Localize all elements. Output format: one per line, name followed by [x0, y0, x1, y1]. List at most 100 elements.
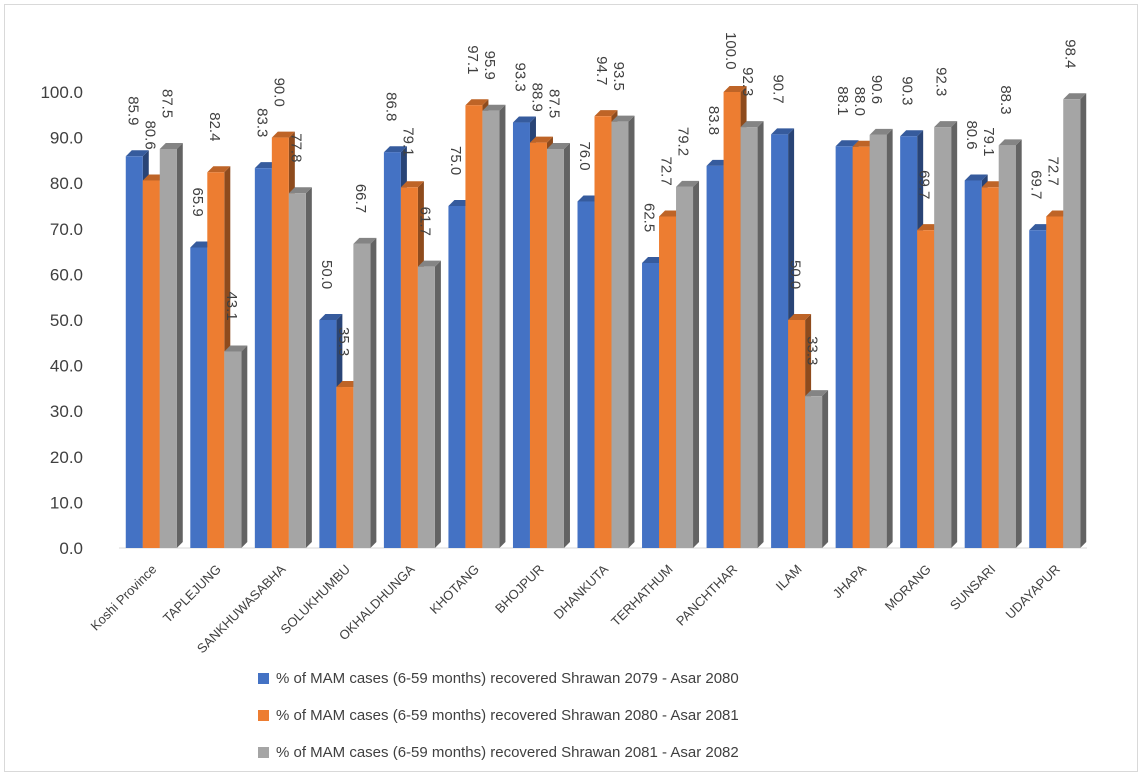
bar-front	[383, 152, 401, 548]
y-tick-label: 100.0	[40, 83, 83, 102]
bar-top	[900, 130, 924, 137]
data-label: 85.9	[124, 96, 141, 125]
bar	[676, 180, 700, 548]
bar-top	[319, 314, 343, 320]
bar-front	[900, 136, 918, 548]
bar-front	[546, 149, 564, 548]
bar-front	[207, 172, 225, 549]
legend-swatch	[258, 673, 269, 684]
bar-side	[305, 187, 312, 548]
data-label: 93.5	[610, 62, 627, 91]
y-tick-label: 10.0	[50, 493, 83, 512]
bar	[417, 260, 441, 548]
bar-front	[594, 116, 612, 548]
data-label: 69.7	[916, 170, 933, 199]
data-label: 90.6	[868, 75, 885, 104]
bar	[159, 143, 183, 548]
bar-top	[594, 110, 618, 117]
data-label: 90.7	[770, 74, 787, 103]
data-label: 65.9	[189, 187, 206, 216]
y-tick-label: 30.0	[50, 402, 83, 421]
bar-front	[336, 387, 354, 548]
y-tick-label: 70.0	[50, 220, 83, 239]
y-tick-label: 40.0	[50, 357, 83, 376]
bar-front	[788, 320, 806, 548]
bar-front	[529, 142, 547, 548]
bar	[805, 390, 829, 548]
data-label: 61.7	[416, 207, 433, 236]
bar-front	[611, 121, 629, 548]
data-label: 94.7	[593, 56, 610, 85]
y-tick-label: 90.0	[50, 129, 83, 148]
legend-label: % of MAM cases (6-59 months) recovered S…	[276, 707, 739, 724]
x-tick-label: JHAPA	[830, 561, 870, 601]
bar-front	[934, 127, 952, 548]
bar-front	[676, 186, 694, 548]
bar	[740, 121, 764, 548]
bar-top	[482, 104, 506, 111]
y-tick-label: 80.0	[50, 174, 83, 193]
bar-front	[706, 165, 724, 548]
bar-top	[512, 116, 536, 123]
bar-top	[224, 345, 248, 352]
data-label: 90.3	[899, 76, 916, 105]
bar	[934, 121, 958, 548]
data-label: 79.2	[675, 127, 692, 156]
bar-top	[417, 260, 441, 267]
data-label: 98.4	[1062, 39, 1079, 68]
bar-front	[1063, 99, 1081, 549]
x-tick-label: TAPLEJUNG	[160, 562, 224, 626]
data-label: 33.3	[804, 336, 821, 365]
data-label: 72.7	[658, 156, 675, 185]
data-label: 86.8	[382, 92, 399, 121]
bar-front	[400, 187, 418, 548]
bar-front	[1046, 216, 1064, 548]
bar	[998, 139, 1022, 549]
bar	[611, 115, 635, 548]
x-tick-label: ILAM	[773, 562, 805, 594]
bar-front	[771, 134, 789, 548]
x-tick-label: DHANKUTA	[551, 561, 612, 622]
x-tick-label: Koshi Province	[87, 562, 159, 634]
data-label: 90.0	[270, 78, 287, 107]
bar-front	[964, 180, 982, 549]
data-label: 80.6	[141, 120, 158, 149]
bar-front	[917, 230, 935, 548]
data-label: 87.5	[545, 89, 562, 118]
bar-front	[512, 122, 530, 548]
bar-front	[1029, 230, 1047, 548]
bar-top	[529, 136, 553, 143]
bar-front	[740, 127, 758, 548]
bar	[482, 104, 506, 549]
bar-top	[546, 143, 570, 149]
bar-top	[353, 237, 377, 244]
bar-front	[190, 247, 208, 548]
bar-top	[740, 121, 764, 128]
bar-front	[482, 110, 500, 549]
bar-top	[1063, 93, 1087, 100]
data-labels: 85.980.687.565.982.443.183.390.077.850.0…	[124, 32, 1078, 365]
x-tick-label: BHOJPUR	[492, 562, 547, 617]
bar-front	[254, 168, 272, 549]
bar-front	[642, 263, 660, 548]
bar-front	[288, 193, 306, 548]
data-label: 92.3	[933, 67, 950, 96]
x-tick-label: MORANG	[882, 562, 934, 614]
data-label: 79.1	[980, 127, 997, 156]
legend-label: % of MAM cases (6-59 months) recovered S…	[276, 744, 739, 761]
data-label: 88.3	[997, 85, 1014, 114]
data-label: 50.0	[318, 260, 335, 289]
bar-side	[434, 260, 441, 548]
x-tick-label: UDAYAPUR	[1003, 562, 1063, 622]
bar-front	[224, 351, 242, 548]
bar-front	[998, 145, 1016, 549]
data-label: 72.7	[1045, 156, 1062, 185]
legend-label: % of MAM cases (6-59 months) recovered S…	[276, 670, 739, 687]
data-label: 93.3	[511, 63, 528, 92]
bar-side	[822, 390, 829, 548]
bar-front	[805, 396, 823, 548]
bar-top	[723, 86, 747, 92]
bar-top	[288, 187, 312, 194]
bar	[353, 237, 377, 548]
bar-front	[142, 180, 160, 549]
